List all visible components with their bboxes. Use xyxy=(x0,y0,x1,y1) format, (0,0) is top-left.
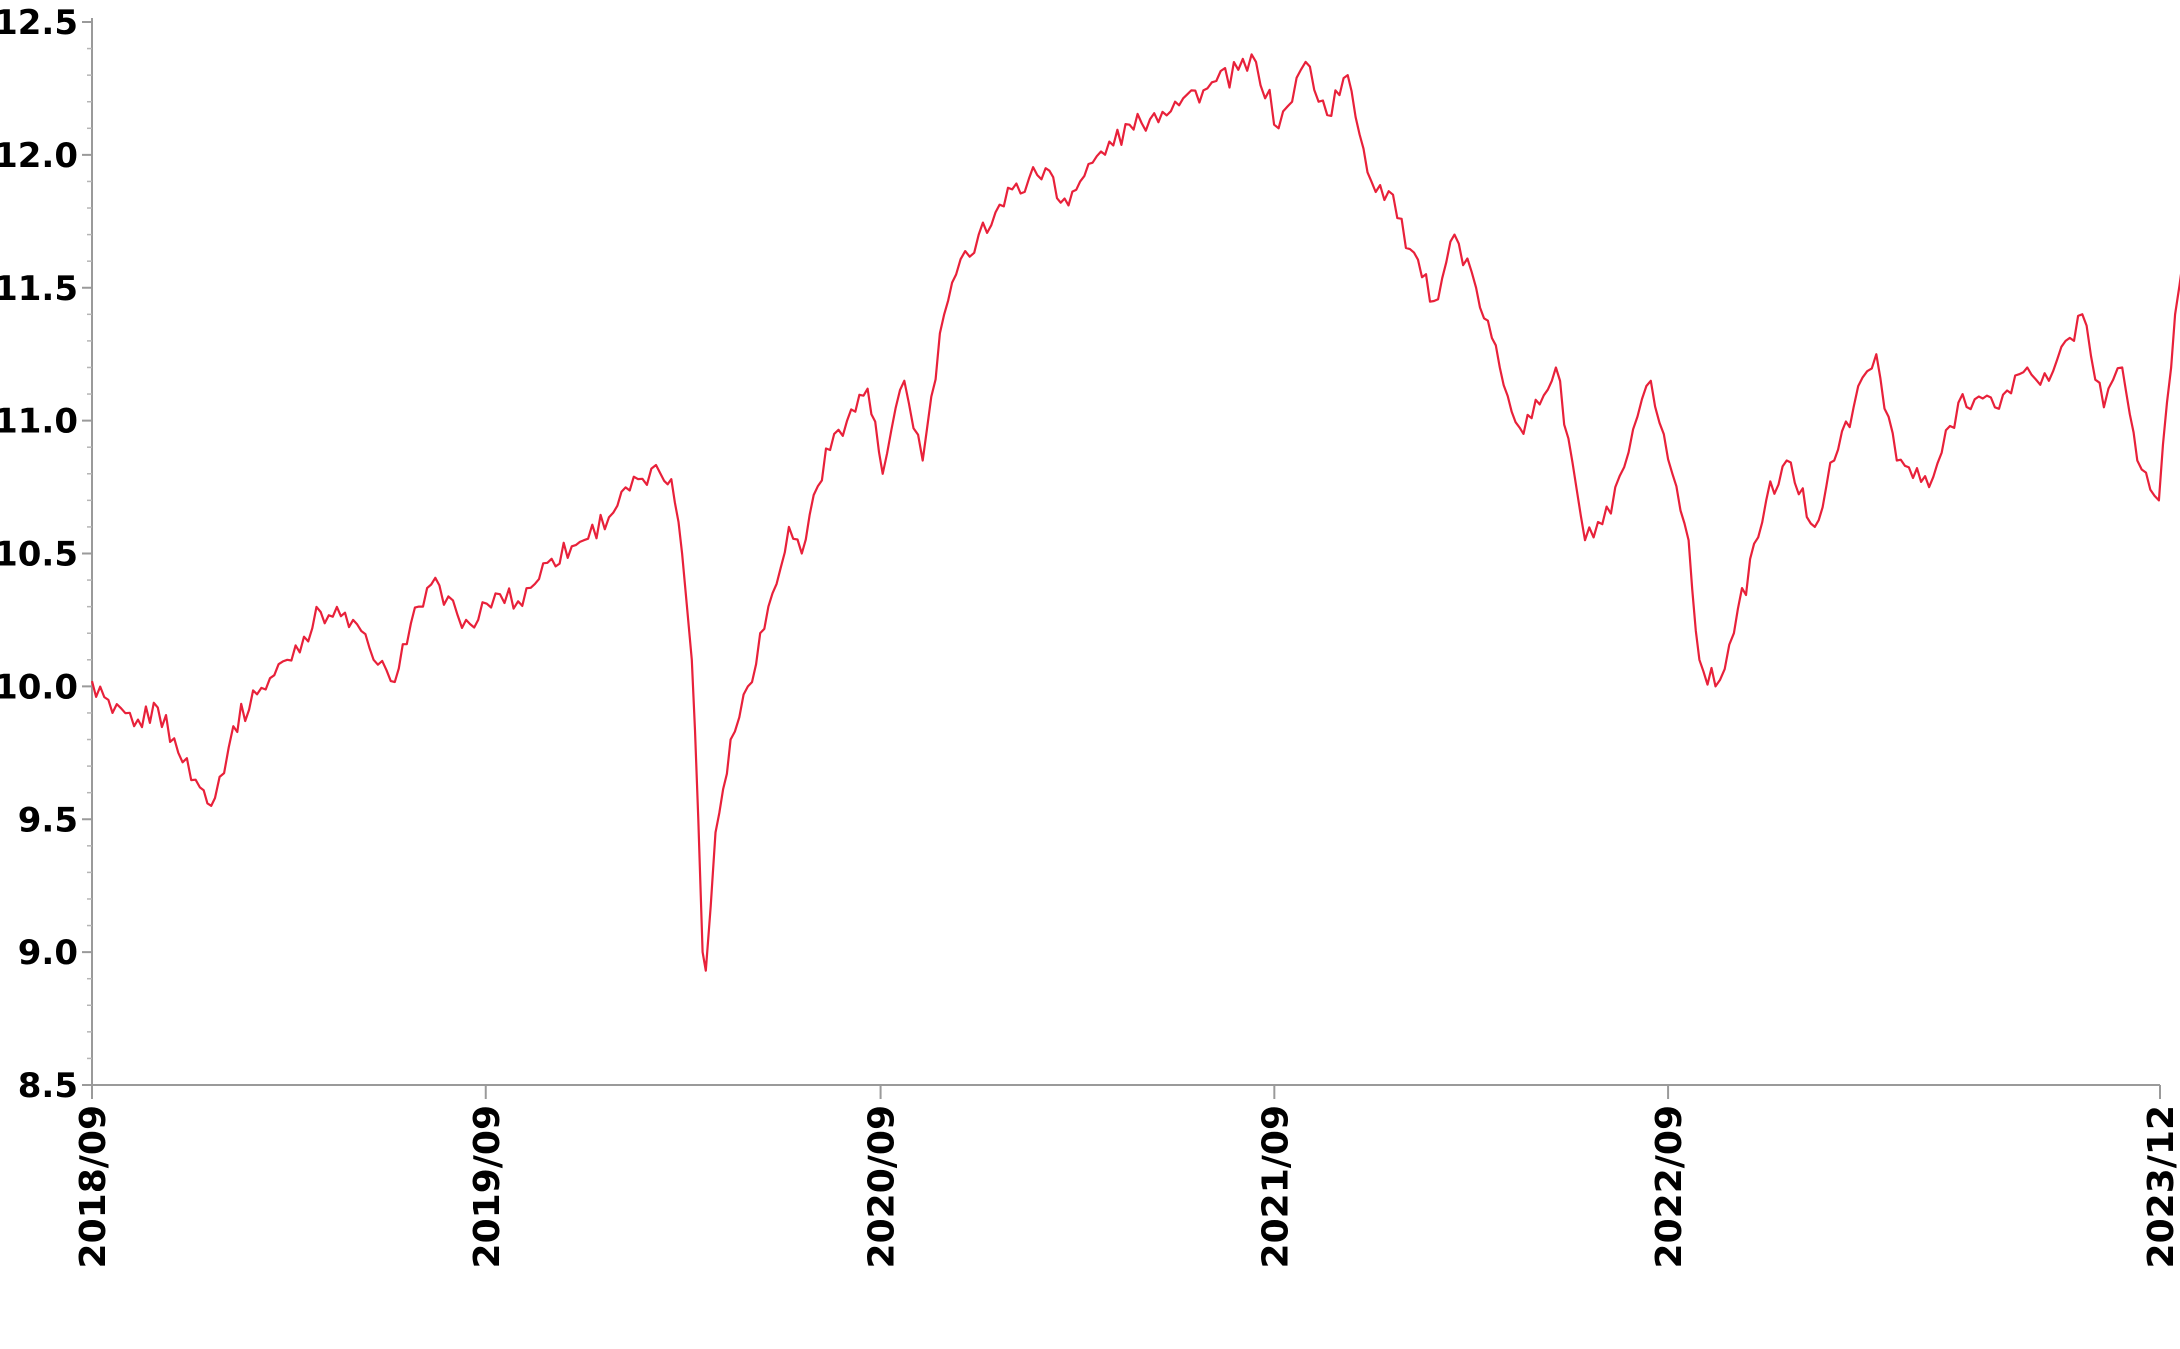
series-layer xyxy=(90,53,2180,972)
y-tick-label: 9.0 xyxy=(18,933,78,973)
y-tick-label: 12.0 xyxy=(0,136,78,176)
y-tick-label: 8.5 xyxy=(18,1066,78,1106)
axes: 8.5 9.0 9.5 10.0 10.5 11.0 11.5 12.0 12.5 2018/09… xyxy=(0,3,2180,1268)
x-tick-label: 2023/12 xyxy=(2141,1105,2180,1268)
x-tick-label: 2019/09 xyxy=(467,1105,508,1268)
series-line xyxy=(90,53,2180,972)
y-tick-label: 10.0 xyxy=(0,667,78,707)
y-tick-label: 11.5 xyxy=(0,269,78,309)
y-tick-label: 12.5 xyxy=(0,3,78,43)
y-tick-label: 9.5 xyxy=(18,800,78,840)
x-tick-label: 2020/09 xyxy=(862,1105,903,1268)
x-tick-label: 2022/09 xyxy=(1649,1105,1690,1268)
x-tick-label: 2021/09 xyxy=(1255,1105,1296,1268)
y-tick-label: 11.0 xyxy=(0,402,78,442)
x-tick-label: 2018/09 xyxy=(73,1105,114,1268)
y-tick-label: 10.5 xyxy=(0,535,78,575)
